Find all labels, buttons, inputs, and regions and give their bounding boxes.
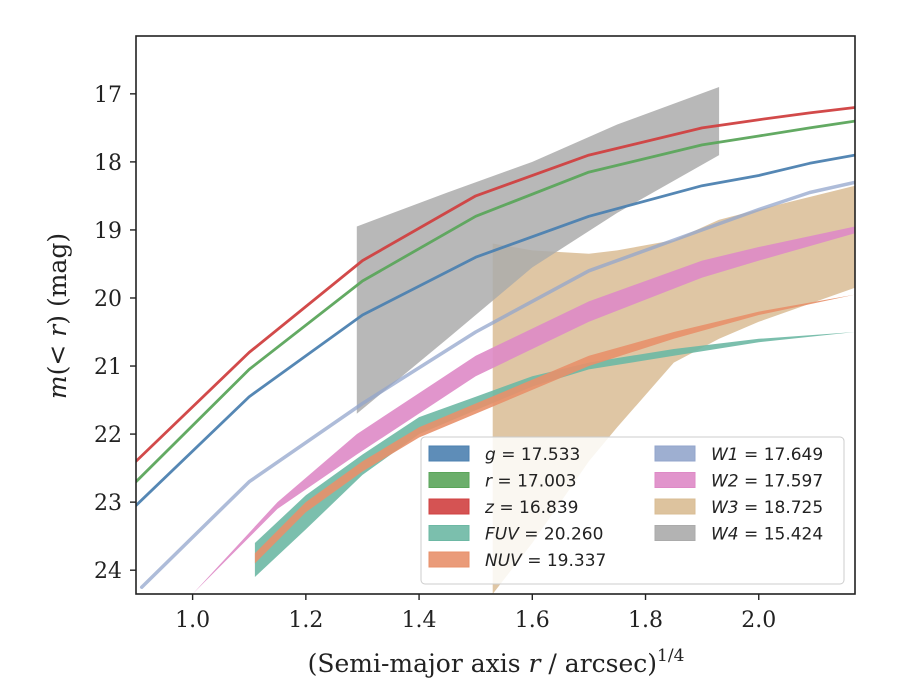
legend-label-fuv: FUV = 20.260 <box>485 525 603 545</box>
legend-label-r: r = 17.003 <box>485 472 577 492</box>
legend-swatch-w4 <box>654 525 696 541</box>
legend-swatch-nuv <box>428 551 470 568</box>
x-tick-label: 1.6 <box>515 608 550 633</box>
x-tick-label: 1.2 <box>288 608 323 633</box>
legend-swatch-w3 <box>654 498 696 515</box>
y-tick-label: 18 <box>94 151 122 176</box>
series-line-z <box>136 106 855 463</box>
series-line-w1 <box>139 180 855 589</box>
y-tick-label: 17 <box>94 83 122 108</box>
series-band-w4 <box>356 87 720 414</box>
y-tick-label: 24 <box>94 559 122 584</box>
x-tick-label: 1.8 <box>628 608 663 633</box>
legend-swatch-fuv <box>428 525 470 541</box>
legend-label-nuv: NUV = 19.337 <box>485 551 606 571</box>
series-line-g <box>136 153 855 507</box>
legend-label-w3: W3 = 18.725 <box>711 498 823 518</box>
legend-swatch-z <box>428 498 470 515</box>
series-line-r <box>136 119 855 484</box>
series-band-w3 <box>492 185 855 594</box>
y-tick-label: 19 <box>94 219 122 244</box>
x-axis-label: (Semi-major axis r / arcsec)1/4 <box>308 646 685 678</box>
legend-label-z: z = 16.839 <box>484 498 578 518</box>
legend-swatch-w1 <box>654 445 696 462</box>
y-tick-label: 21 <box>94 355 122 380</box>
plot-content <box>136 87 855 594</box>
y-axis-label: m(< r) (mag) <box>43 233 72 399</box>
axis-ticks: 1.0 1.2 1.4 1.6 1.8 2.0 17 18 19 20 21 22 23 24 <box>94 83 776 633</box>
y-tick-label: 22 <box>94 423 122 448</box>
x-tick-label: 1.4 <box>402 608 437 633</box>
x-tick-label: 2.0 <box>741 608 776 633</box>
legend-label-w2: W2 = 17.597 <box>711 472 823 492</box>
legend-label-w4: W4 = 15.424 <box>711 525 823 545</box>
legend-swatch-r <box>428 472 470 488</box>
plot-frame <box>135 35 856 595</box>
legend-label-g: g = 17.533 <box>485 445 580 465</box>
x-tick-label: 1.0 <box>175 608 210 633</box>
y-tick-label: 23 <box>94 491 122 516</box>
y-tick-label: 20 <box>94 287 122 312</box>
legend-swatch-g <box>428 445 470 462</box>
legend-label-w1: W1 = 17.649 <box>711 445 823 465</box>
legend-swatch-w2 <box>654 472 696 488</box>
legend: g = 17.533 r = 17.003 z = 16.839 FUV = 20.2… <box>420 436 845 585</box>
legend-box <box>420 436 845 585</box>
